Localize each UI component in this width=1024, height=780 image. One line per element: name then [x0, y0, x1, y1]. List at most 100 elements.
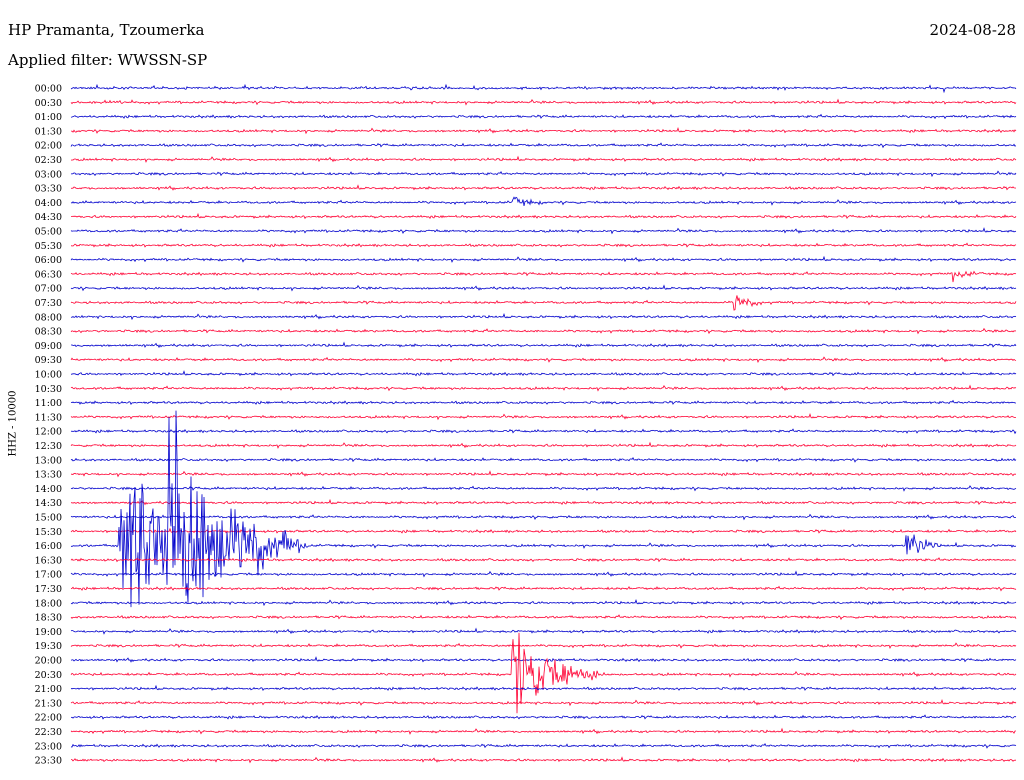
time-tick-label: 20:30 [35, 670, 62, 681]
time-tick-label: 11:00 [35, 398, 62, 409]
trace-line [70, 196, 1017, 206]
trace-line [70, 170, 1017, 178]
time-tick-label: 00:00 [35, 84, 62, 95]
trace-line [71, 242, 1017, 248]
time-tick-label: 03:00 [35, 169, 62, 180]
trace-line [70, 184, 1017, 191]
trace-line [70, 557, 1017, 563]
trace-line [70, 656, 1017, 663]
time-tick-label: 18:00 [35, 598, 62, 609]
trace-line [70, 413, 1017, 421]
time-tick-label: 10:30 [35, 384, 62, 395]
trace-line [70, 441, 1017, 449]
time-tick-label: 22:00 [35, 713, 62, 724]
time-tick-label: 21:30 [35, 698, 62, 709]
trace-line [70, 356, 1017, 364]
time-tick-label: 09:30 [35, 355, 62, 366]
time-tick-label: 14:00 [35, 484, 62, 495]
time-tick-label: 05:30 [35, 241, 62, 252]
time-tick-label: 01:30 [35, 126, 62, 137]
filter-label: Applied filter: WWSSN-SP [8, 51, 208, 69]
trace-line [70, 295, 1017, 311]
trace-line [70, 384, 1017, 392]
trace-line [71, 470, 1016, 478]
time-tick-label: 22:30 [35, 727, 62, 738]
time-tick-label: 13:00 [35, 455, 62, 466]
time-tick-label: 04:00 [35, 198, 62, 209]
time-tick-label: 13:30 [35, 470, 62, 481]
trace-line [70, 98, 1017, 106]
record-date: 2024-08-28 [929, 21, 1016, 39]
time-tick-label: 12:30 [35, 441, 62, 452]
time-tick-label: 20:00 [35, 656, 62, 667]
trace-line [71, 370, 1017, 377]
time-tick-label: 15:30 [35, 527, 62, 538]
time-tick-label: 16:00 [35, 541, 62, 552]
trace-line [70, 485, 1017, 492]
trace-line [70, 142, 1017, 149]
trace-line [70, 270, 1017, 283]
station-title: HP Pramanta, Tzoumerka [8, 21, 205, 39]
time-tick-label: 10:00 [35, 370, 62, 381]
trace-line [71, 341, 1017, 349]
trace-line [70, 227, 1017, 235]
trace-line [70, 727, 1016, 735]
time-tick-label: 12:00 [35, 427, 62, 438]
trace-line [70, 632, 1017, 714]
time-tick-label: 03:30 [35, 184, 62, 195]
time-tick-label: 06:00 [35, 255, 62, 266]
trace-line [70, 83, 1017, 94]
trace-line [70, 743, 1017, 749]
time-tick-label: 17:30 [35, 584, 62, 595]
trace-line [70, 585, 1017, 592]
time-tick-label: 19:00 [35, 627, 62, 638]
trace-line [70, 684, 1017, 691]
trace-line [70, 642, 1017, 650]
trace-line [70, 699, 1017, 707]
time-tick-label: 00:30 [35, 98, 62, 109]
trace-line [70, 113, 1017, 120]
trace-line [70, 570, 1017, 578]
time-tick-label: 18:30 [35, 613, 62, 624]
time-tick-label: 21:00 [35, 684, 62, 695]
trace-line [70, 155, 1017, 163]
trace-line [70, 428, 1017, 435]
trace-line [70, 399, 1016, 405]
time-tick-label: 05:00 [35, 227, 62, 238]
trace-line [70, 614, 1017, 621]
time-tick-label: 07:30 [35, 298, 62, 309]
trace-line [70, 284, 1017, 292]
time-tick-label: 07:00 [35, 284, 62, 295]
time-tick-label: 02:30 [35, 155, 62, 166]
trace-line [70, 327, 1017, 335]
time-tick-label: 11:30 [35, 412, 62, 423]
trace-line [70, 513, 1017, 521]
time-tick-label: 09:00 [35, 341, 62, 352]
time-tick-label: 16:30 [35, 555, 62, 566]
trace-line [70, 410, 1017, 608]
trace-line [70, 498, 1017, 506]
trace-line [70, 714, 1017, 720]
time-tick-label: 06:30 [35, 269, 62, 280]
trace-line [70, 527, 1017, 534]
time-tick-label: 08:00 [35, 312, 62, 323]
time-tick-label: 08:30 [35, 327, 62, 338]
time-tick-label: 04:30 [35, 212, 62, 223]
time-tick-label: 01:00 [35, 112, 62, 123]
trace-line [70, 627, 1017, 635]
time-tick-label: 15:00 [35, 513, 62, 524]
trace-line [70, 457, 1017, 463]
trace-line [70, 312, 1017, 321]
time-tick-label: 19:30 [35, 641, 62, 652]
time-tick-label: 23:30 [35, 756, 62, 767]
time-tick-label: 23:00 [35, 741, 62, 752]
time-tick-label: 14:30 [35, 498, 62, 509]
trace-line [70, 598, 1017, 607]
trace-line [71, 127, 1017, 135]
time-tick-label: 17:00 [35, 570, 62, 581]
time-tick-label: 02:00 [35, 141, 62, 152]
trace-line [71, 756, 1017, 764]
trace-line [70, 212, 1017, 220]
